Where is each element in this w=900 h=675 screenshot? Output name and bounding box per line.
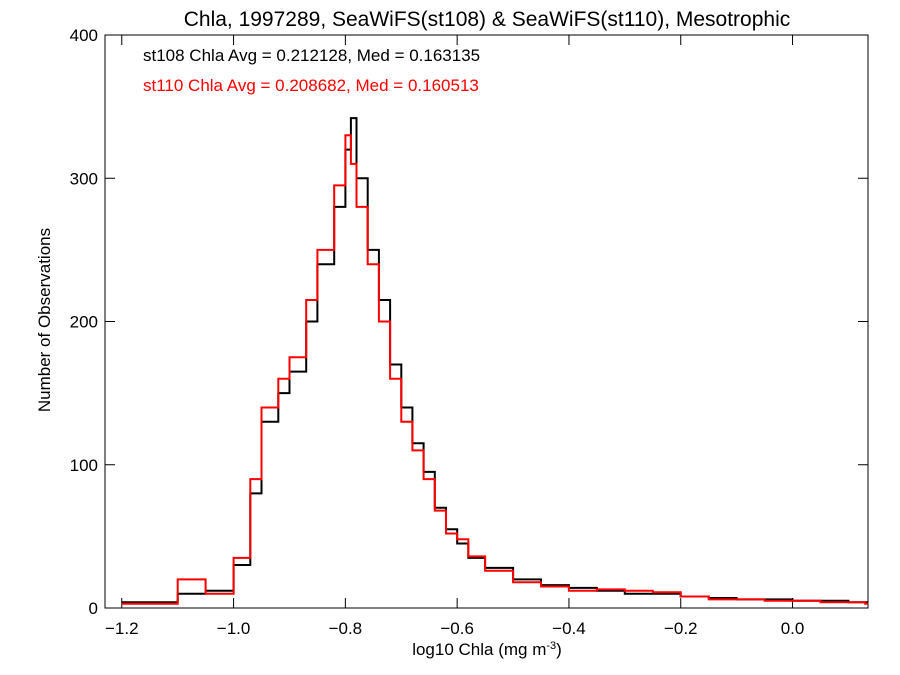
x-tick-label: −0.2 xyxy=(664,619,698,638)
annotation-st108: st108 Chla Avg = 0.212128, Med = 0.16313… xyxy=(143,46,480,65)
plot-frame xyxy=(104,34,869,609)
y-axis: 0 100 200 300 400 xyxy=(70,26,868,618)
histogram-line-2 xyxy=(121,134,868,605)
x-tick-label: −1.0 xyxy=(217,619,251,638)
x-axis-label-superscript: -3 xyxy=(546,640,556,652)
y-tick-label: 100 xyxy=(70,456,98,475)
x-axis-label: log10 Chla (mg m-3) xyxy=(412,640,562,659)
x-tick-label: −0.6 xyxy=(440,619,474,638)
y-axis-label: Number of Observations xyxy=(35,228,54,412)
y-tick-label: 400 xyxy=(70,26,98,45)
x-tick-label: −1.2 xyxy=(105,619,139,638)
x-axis: −1.2 −1.0 −0.8 −0.6 −0.4 −0.2 0.0 xyxy=(105,35,804,638)
annotation-st110: st110 Chla Avg = 0.208682, Med = 0.16051… xyxy=(143,76,479,95)
y-tick-label: 300 xyxy=(70,169,98,188)
y-tick-label: 200 xyxy=(70,313,98,332)
series-layer xyxy=(121,117,868,605)
x-axis-label-close: ) xyxy=(556,640,562,659)
chart-title: Chla, 1997289, SeaWiFS(st108) & SeaWiFS(… xyxy=(184,8,791,31)
histogram-line-1 xyxy=(121,117,868,604)
x-tick-label: 0.0 xyxy=(781,619,805,638)
y-tick-label: 0 xyxy=(89,599,98,618)
x-tick-label: −0.8 xyxy=(329,619,363,638)
x-axis-label-main: log10 Chla (mg m xyxy=(412,640,546,659)
x-tick-label: −0.4 xyxy=(552,619,586,638)
